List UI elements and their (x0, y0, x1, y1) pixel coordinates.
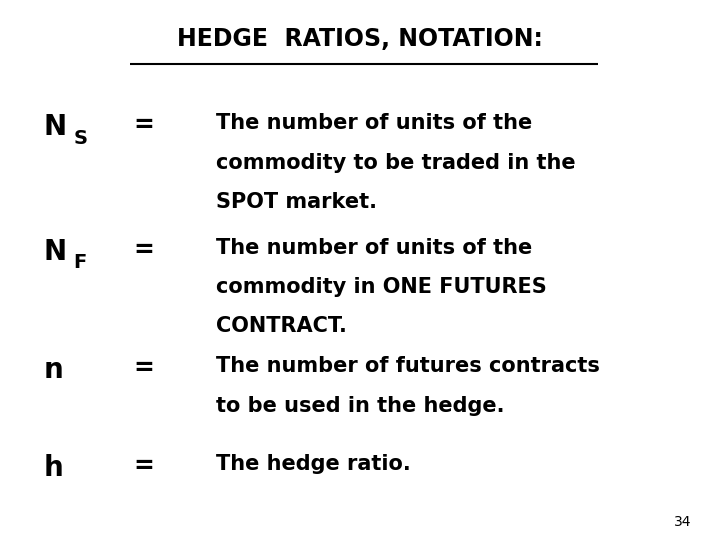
Text: commodity in ONE FUTURES: commodity in ONE FUTURES (216, 277, 546, 297)
Text: n: n (43, 356, 63, 384)
Text: The number of units of the: The number of units of the (216, 238, 532, 258)
Text: SPOT market.: SPOT market. (216, 192, 377, 212)
Text: S: S (73, 129, 87, 147)
Text: N: N (43, 113, 66, 141)
Text: =: = (134, 113, 154, 137)
Text: HEDGE  RATIOS, NOTATION:: HEDGE RATIOS, NOTATION: (177, 27, 543, 51)
Text: The number of units of the: The number of units of the (216, 113, 532, 133)
Text: CONTRACT.: CONTRACT. (216, 316, 347, 336)
Text: The number of futures contracts: The number of futures contracts (216, 356, 600, 376)
Text: The hedge ratio.: The hedge ratio. (216, 454, 410, 474)
Text: F: F (73, 253, 86, 272)
Text: h: h (43, 454, 63, 482)
Text: N: N (43, 238, 66, 266)
Text: =: = (134, 238, 154, 261)
Text: 34: 34 (674, 515, 691, 529)
Text: =: = (134, 356, 154, 380)
Text: =: = (134, 454, 154, 477)
Text: commodity to be traded in the: commodity to be traded in the (216, 153, 575, 173)
Text: to be used in the hedge.: to be used in the hedge. (216, 396, 505, 416)
